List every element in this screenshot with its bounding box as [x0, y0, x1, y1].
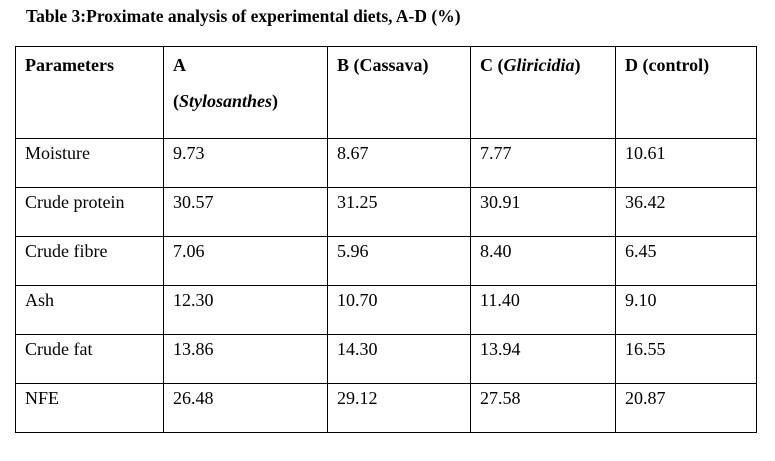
header-diet-a-open-paren: ( [173, 91, 179, 111]
diet-d-cell: 10.61 [615, 138, 757, 188]
header-parameters: Parameters [15, 46, 164, 139]
diet-a-cell: 13.86 [163, 334, 328, 384]
diet-a-cell: 12.30 [163, 285, 328, 335]
table-row: Crude fibre 7.06 5.96 8.40 6.45 [15, 236, 757, 286]
table-row: Crude fat 13.86 14.30 13.94 16.55 [15, 334, 757, 384]
header-diet-a-close-paren: ) [272, 91, 279, 111]
parameter-cell: Crude fat [15, 334, 164, 384]
header-diet-c: C (Gliricidia) [470, 46, 616, 139]
header-diet-a-letter: A [173, 55, 186, 75]
table-row: Crude protein 30.57 31.25 30.91 36.42 [15, 187, 757, 237]
header-diet-a-species-name: Stylosanthes [179, 91, 273, 111]
table-body: Moisture 9.73 8.67 7.77 10.61 Crude protein 30… [15, 138, 757, 433]
diet-c-cell: 30.91 [470, 187, 616, 237]
diet-d-cell: 6.45 [615, 236, 757, 286]
diet-b-cell: 8.67 [327, 138, 471, 188]
table-row: Moisture 9.73 8.67 7.77 10.61 [15, 138, 757, 188]
header-diet-c-close-paren: ) [574, 55, 581, 75]
diet-c-cell: 27.58 [470, 383, 616, 433]
diet-a-cell: 9.73 [163, 138, 328, 188]
diet-c-cell: 11.40 [470, 285, 616, 335]
header-diet-a: A (Stylosanthes) [163, 46, 328, 139]
diet-b-cell: 29.12 [327, 383, 471, 433]
table-caption: Table 3:Proximate analysis of experiment… [26, 6, 461, 26]
parameter-cell: Moisture [15, 138, 164, 188]
header-diet-b: B (Cassava) [327, 46, 471, 139]
diet-d-cell: 16.55 [615, 334, 757, 384]
diet-c-cell: 7.77 [470, 138, 616, 188]
diet-d-cell: 20.87 [615, 383, 757, 433]
table-row: Ash 12.30 10.70 11.40 9.10 [15, 285, 757, 335]
diet-a-cell: 30.57 [163, 187, 328, 237]
header-diet-a-species: (Stylosanthes) [173, 91, 327, 112]
diet-c-cell: 13.94 [470, 334, 616, 384]
diet-b-cell: 14.30 [327, 334, 471, 384]
parameter-cell: Crude fibre [15, 236, 164, 286]
diet-b-cell: 5.96 [327, 236, 471, 286]
diet-d-cell: 9.10 [615, 285, 757, 335]
diet-a-cell: 26.48 [163, 383, 328, 433]
header-diet-c-prefix: C ( [480, 55, 504, 75]
diet-d-cell: 36.42 [615, 187, 757, 237]
table-row: NFE 26.48 29.12 27.58 20.87 [15, 383, 757, 433]
header-diet-c-species-name: Gliricidia [503, 55, 575, 75]
header-row: Parameters A (Stylosanthes) B (Cassava) … [15, 46, 757, 139]
parameter-cell: NFE [15, 383, 164, 433]
proximate-analysis-table: Parameters A (Stylosanthes) B (Cassava) … [15, 46, 757, 433]
parameter-cell: Ash [15, 285, 164, 335]
diet-c-cell: 8.40 [470, 236, 616, 286]
header-diet-d: D (control) [615, 46, 757, 139]
diet-b-cell: 10.70 [327, 285, 471, 335]
diet-a-cell: 7.06 [163, 236, 328, 286]
diet-b-cell: 31.25 [327, 187, 471, 237]
parameter-cell: Crude protein [15, 187, 164, 237]
